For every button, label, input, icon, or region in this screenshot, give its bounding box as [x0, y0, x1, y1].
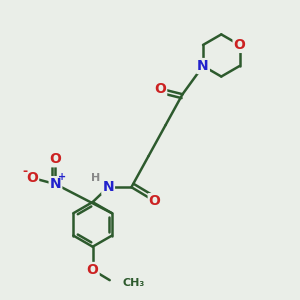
Text: N: N	[50, 177, 61, 191]
Text: O: O	[26, 171, 38, 185]
Text: N: N	[102, 180, 114, 194]
Text: CH₃: CH₃	[122, 278, 144, 288]
Text: O: O	[87, 263, 99, 277]
Text: O: O	[234, 38, 245, 52]
Text: O: O	[149, 194, 161, 208]
Text: -: -	[23, 165, 28, 178]
Text: N: N	[197, 59, 209, 73]
Text: O: O	[154, 82, 166, 96]
Text: O: O	[50, 152, 61, 166]
Text: +: +	[58, 172, 66, 182]
Text: H: H	[91, 173, 100, 183]
